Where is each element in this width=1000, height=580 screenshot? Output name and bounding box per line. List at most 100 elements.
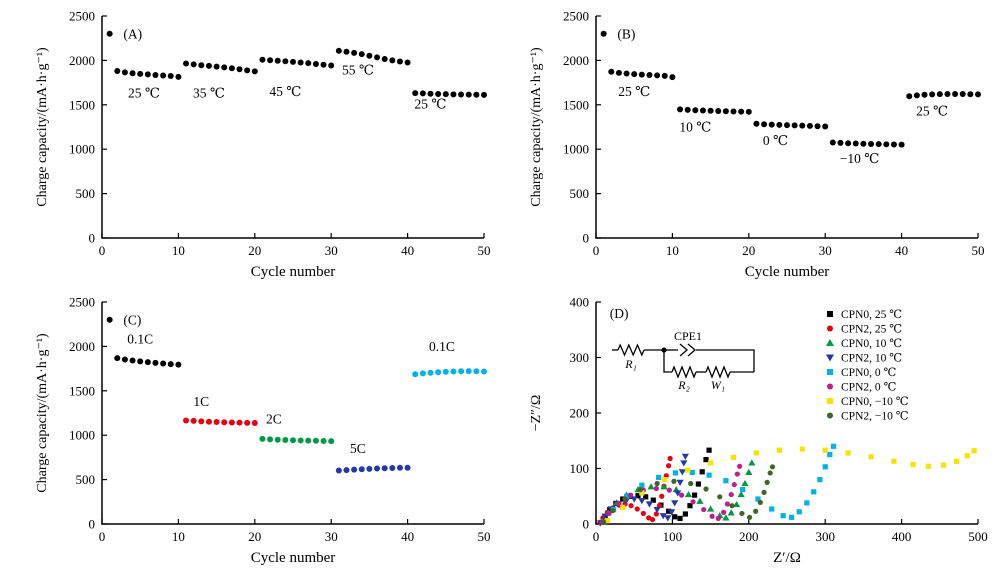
legend-label: CPN2, 0 ℃ [841,382,896,394]
series-rate-1c [183,417,258,427]
legend-label: CPN0, −10 ℃ [841,396,909,408]
panel-letter-label: (A) [123,27,142,42]
data-point-marker [635,493,641,499]
legend-label: CPN0, 25 ℃ [841,309,902,321]
data-point-marker [659,513,667,520]
condition-annotation: 25 ℃ [415,96,447,111]
data-point-marker [703,486,709,492]
data-point-marker [396,464,403,471]
data-point-marker [959,91,966,98]
data-point-marker [312,437,319,444]
data-point-marker [244,67,251,74]
condition-annotation: 5C [350,441,366,456]
data-point-marker [831,443,837,449]
data-point-marker [827,452,833,458]
data-point-marker [906,93,913,100]
data-point-marker [799,446,805,452]
condition-annotation: 25 ℃ [618,84,650,99]
data-point-marker [676,479,684,486]
condition-annotation: 25 ℃ [128,86,160,101]
data-point-marker [715,515,721,522]
data-point-marker [661,72,668,79]
x-tick-label: 10 [666,243,679,258]
data-point-marker [328,62,335,69]
data-point-marker [826,354,834,362]
data-point-marker [707,107,714,114]
legend-label: CPN2, 10 ℃ [841,353,902,365]
warburg-w1-symbol [705,365,731,379]
data-point-marker [297,59,304,66]
equivalent-circuit-inset: CPE1 R₁ R₂ W₁ [612,329,755,392]
condition-annotation: 10 ℃ [679,119,711,134]
data-point-marker [804,500,810,506]
data-point-marker [465,91,472,98]
data-point-marker [328,438,335,445]
data-point-marker [121,356,128,363]
data-point-marker [822,123,829,130]
y-axis-label: Charge capacity/(mA·h·g⁻¹) [35,333,50,493]
data-point-marker [925,463,931,469]
data-point-marker [305,60,312,67]
data-point-marker [106,316,113,323]
panel-letter-label: (C) [123,313,141,328]
x-tick-label: 0 [99,529,106,544]
data-point-marker [630,496,638,503]
y-axis-label: Charge capacity/(mA·h·g⁻¹) [529,47,544,207]
data-point-marker [666,487,672,493]
circuit-label-w1: W₁ [711,378,725,392]
data-point-marker [827,325,833,332]
panel-d-nyquist-eis: 0 100 200 300 400 500 0 100 200 300 400 Z′/Ω −Z″/Ω (D… [524,292,994,574]
data-point-marker [144,71,151,78]
data-point-marker [389,464,396,471]
data-point-marker [837,139,844,146]
data-point-marker [723,478,729,484]
series-rate-5c [335,464,411,474]
y-tick-label: 0 [89,517,96,532]
data-point-marker [898,141,905,148]
data-point-marker [638,71,645,78]
data-point-marker [396,58,403,65]
data-point-marker [677,515,683,522]
data-point-marker [190,61,197,68]
data-point-marker [458,368,465,375]
data-point-marker [737,490,745,498]
data-point-marker [769,506,775,512]
x-tick-label: 50 [478,243,491,258]
legend: CPN0, 25 ℃ CPN2, 25 ℃ CPN0, 10 ℃ CPN2, 10 ℃… [826,309,909,423]
data-point-marker [664,515,672,522]
data-point-marker [442,91,449,98]
data-point-marker [335,47,342,54]
data-point-marker [734,471,740,477]
y-tick-label: 1000 [69,142,95,157]
data-point-marker [628,503,634,509]
data-point-marker [654,480,660,487]
data-point-marker [167,73,174,80]
data-point-marker [213,63,220,70]
condition-annotation: 0.1C [429,339,455,354]
data-point-marker [640,510,646,517]
data-point-marker [720,509,727,515]
data-point-marker [680,460,688,467]
data-point-marker [967,91,974,98]
data-point-marker [706,472,712,478]
y-tick-label: 2000 [69,339,95,354]
data-point-marker [868,140,875,147]
data-point-marker [653,511,659,517]
data-point-marker [450,368,457,375]
x-tick-label: 300 [815,529,835,544]
data-point-marker [643,494,649,500]
data-point-marker [114,355,121,362]
data-point-marker [351,466,358,473]
data-point-marker [860,140,867,147]
data-point-marker [137,358,144,365]
data-point-marker [748,459,756,466]
data-point-marker [708,460,714,466]
data-point-marker [827,398,833,404]
x-tick-label: 50 [478,529,491,544]
panel-a-temperature-cycling: 0 10 20 30 40 50 0 500 1000 1500 2000 2500 Cycle num… [30,6,500,288]
data-point-marker [290,58,296,65]
data-point-marker [728,491,734,498]
